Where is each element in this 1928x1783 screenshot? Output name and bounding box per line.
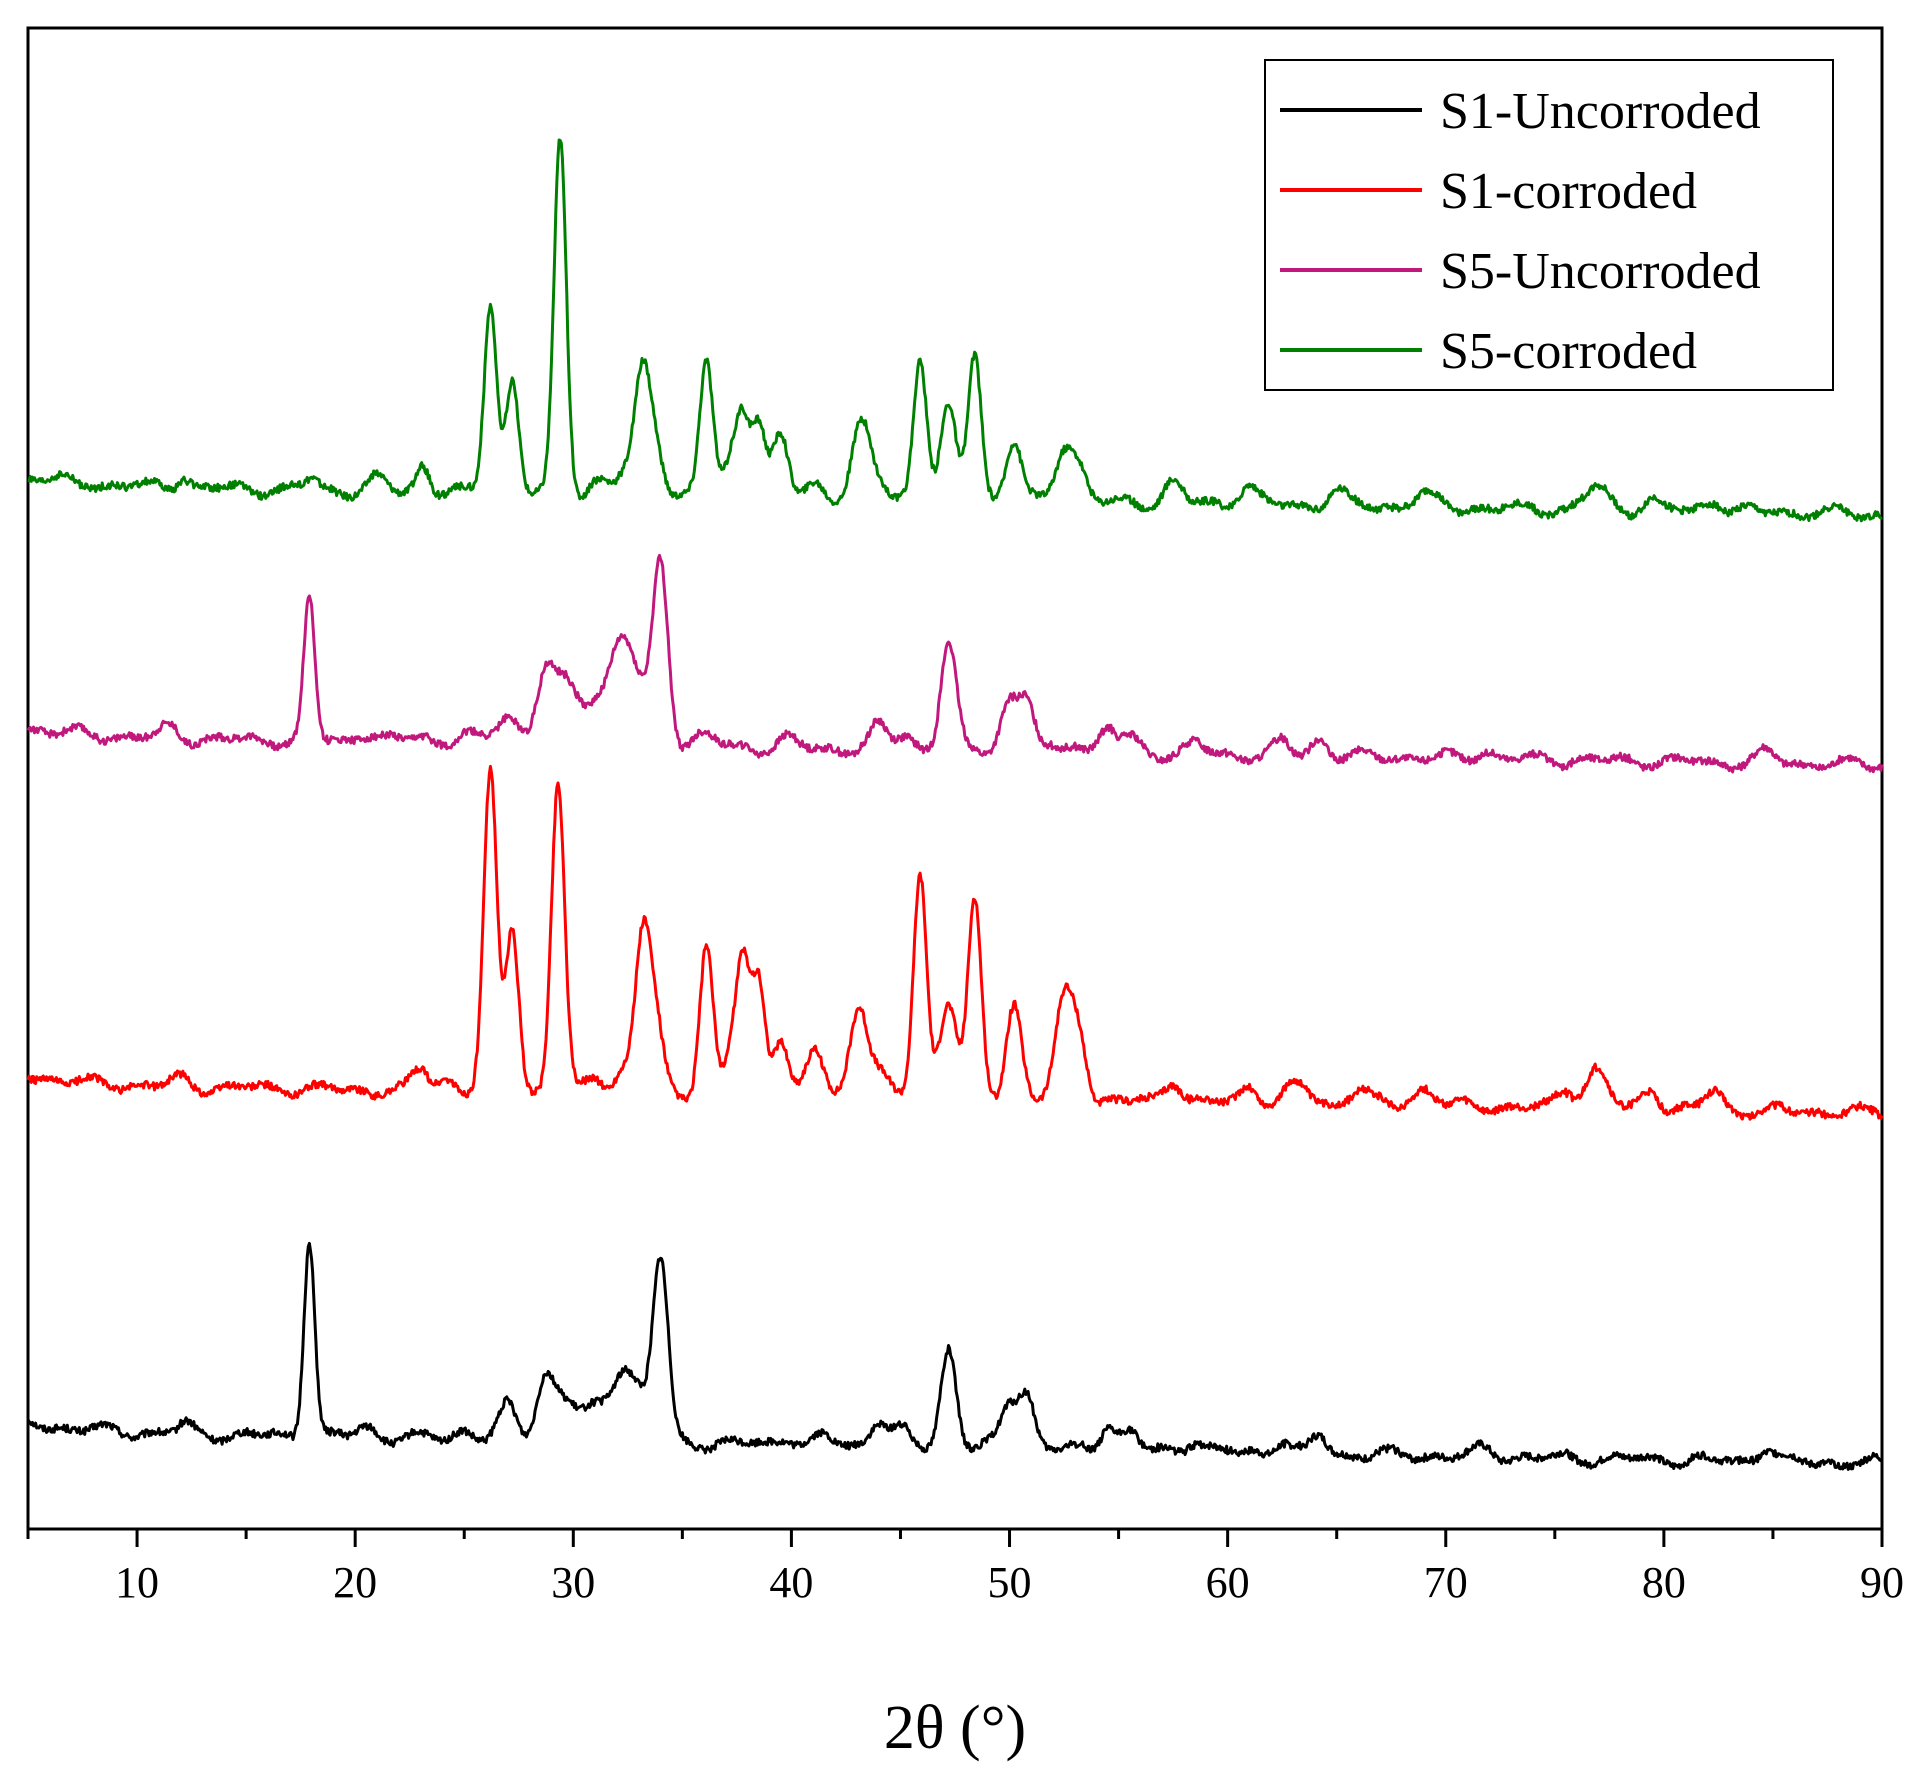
x-tick-label-10: 10 (115, 1558, 159, 1607)
x-tick-label-80: 80 (1642, 1558, 1686, 1607)
series-layer (26, 138, 1884, 1471)
series-line-s5-uncorroded (26, 553, 1884, 774)
x-axis-title: 2θ (°) (884, 1694, 1026, 1762)
x-tick-label-40: 40 (769, 1558, 813, 1607)
legend-box (1264, 59, 1834, 391)
legend: S1-Uncorroded S1-corroded S5-Uncorroded S5-… (1264, 59, 1834, 391)
x-tick-label-50: 50 (988, 1558, 1032, 1607)
x-tick-label-90: 90 (1860, 1558, 1904, 1607)
legend-label-s1-uncorroded: S1-Uncorroded (1440, 83, 1761, 140)
series-line-s5-corroded (27, 138, 1883, 523)
x-tick-label-20: 20 (333, 1558, 377, 1607)
plot-frame (26, 26, 1884, 1531)
x-axis: 10 20 30 40 50 60 70 80 90 (26, 1529, 1904, 1607)
legend-label-s1-corroded: S1-corroded (1440, 163, 1697, 220)
legend-label-s5-corroded: S5-corroded (1440, 323, 1697, 380)
x-tick-label-30: 30 (551, 1558, 595, 1607)
series-line-s1-corroded (26, 764, 1884, 1121)
x-tick-label-60: 60 (1206, 1558, 1250, 1607)
series-line-s1-uncorroded (26, 1241, 1883, 1471)
x-tick-label-70: 70 (1424, 1558, 1468, 1607)
legend-label-s5-uncorroded: S5-Uncorroded (1440, 243, 1761, 300)
